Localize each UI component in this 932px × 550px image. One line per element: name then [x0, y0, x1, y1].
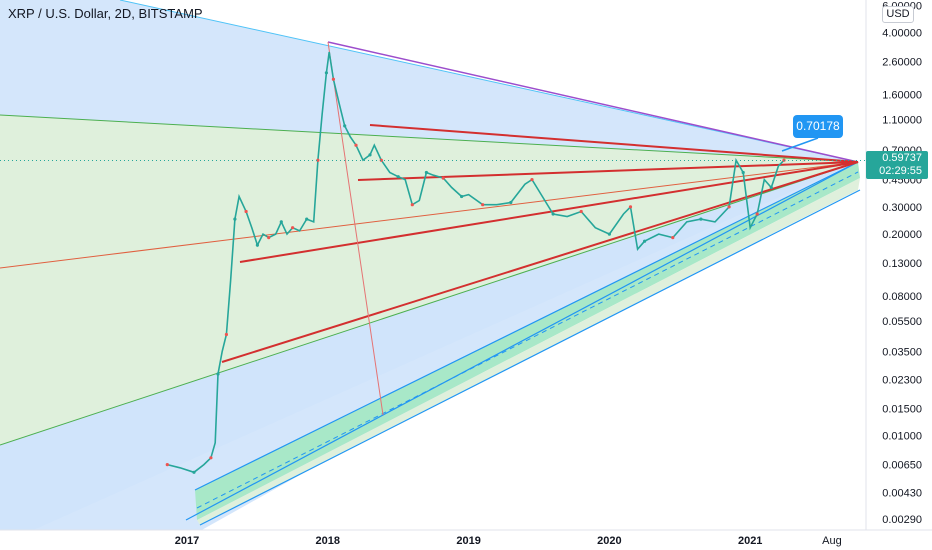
price-point	[410, 203, 414, 207]
fan-blue-lower	[0, 162, 858, 545]
price-point	[244, 209, 248, 214]
price-point	[354, 143, 358, 147]
channel-line-lower	[199, 189, 861, 526]
price-point	[509, 200, 513, 205]
y-tick-label: 0.00290	[882, 514, 922, 526]
y-tick-label: 0.30000	[882, 202, 922, 214]
price-point	[165, 463, 169, 467]
fan-edge-green-top	[0, 114, 859, 163]
top-trendline	[327, 41, 859, 163]
price-point	[741, 170, 745, 175]
x-tick-label: 2020	[597, 535, 621, 547]
last-price-value: 0.59737	[882, 152, 922, 164]
price-point	[316, 158, 320, 162]
price-point	[255, 243, 259, 247]
price-point	[368, 153, 372, 157]
y-tick-label: 0.01000	[882, 431, 922, 443]
x-tick-label: 2019	[456, 535, 480, 547]
bar-countdown: 02:29:55	[879, 165, 922, 177]
price-point	[192, 470, 196, 474]
red-trendline-4	[221, 161, 859, 363]
price-point	[579, 209, 583, 214]
price-point	[607, 232, 612, 236]
price-point	[331, 77, 335, 81]
price-point	[755, 212, 759, 216]
price-point	[481, 203, 485, 207]
price-point	[233, 217, 237, 221]
price-point	[424, 170, 428, 175]
channel-line-mid	[185, 161, 859, 521]
fan-edge-orange	[0, 161, 859, 269]
x-tick-label: Aug	[822, 535, 842, 547]
price-point	[216, 372, 220, 376]
price-point	[643, 239, 647, 243]
y-tick-label: 0.08000	[882, 291, 922, 303]
price-point	[224, 332, 228, 337]
channel-dashed-line	[196, 171, 859, 509]
y-tick-label: 0.20000	[882, 229, 922, 241]
price-point	[671, 236, 675, 240]
price-callout: 0.70178	[793, 115, 843, 138]
price-point	[441, 176, 445, 180]
fan-edge-top	[119, 0, 859, 163]
price-point	[727, 205, 731, 209]
currency-button[interactable]: USD	[882, 6, 914, 23]
price-point	[324, 71, 328, 75]
y-tick-label: 1.10000	[882, 115, 922, 127]
y-tick-label: 0.02300	[882, 375, 922, 387]
y-tick-label: 0.05500	[882, 316, 922, 328]
x-tick-label: 2018	[316, 535, 340, 547]
y-tick-label: 2.60000	[882, 57, 922, 69]
y-tick-label: 0.13000	[882, 258, 922, 270]
price-point	[699, 217, 703, 221]
x-tick-label: 2017	[175, 535, 199, 547]
mint-channel	[195, 162, 860, 520]
price-point	[460, 194, 464, 199]
y-tick-label: 4.00000	[882, 28, 922, 40]
y-tick-label: 0.00430	[882, 487, 922, 499]
price-point	[267, 236, 271, 240]
y-tick-label: 0.00650	[882, 460, 922, 472]
red-trendline-3	[239, 161, 859, 263]
price-point	[769, 185, 773, 190]
x-tick-label: 2021	[738, 535, 762, 547]
y-tick-label: 1.60000	[882, 89, 922, 101]
callout-pointer	[781, 137, 819, 152]
price-point	[628, 205, 633, 209]
y-axis-panel	[866, 0, 932, 550]
price-point	[396, 175, 400, 179]
channel-line-upper	[194, 161, 859, 491]
red-diagonal-line	[327, 41, 384, 416]
green-channel	[197, 178, 860, 525]
price-point	[530, 178, 534, 182]
price-point	[343, 124, 347, 128]
red-trendline-1	[369, 124, 859, 163]
symbol-title: XRP / U.S. Dollar, 2D, BITSTAMP	[8, 6, 203, 21]
y-tick-label: 0.01500	[882, 403, 922, 415]
price-point	[279, 220, 283, 224]
y-tick-label: 0.03500	[882, 346, 922, 358]
price-point	[291, 226, 295, 230]
x-axis-panel	[0, 530, 932, 550]
price-point	[209, 456, 213, 460]
price-point	[551, 212, 555, 216]
price-point	[305, 217, 309, 221]
last-price-tag: 0.59737 02:29:55	[866, 151, 928, 179]
fan-edge-green-bottom	[0, 161, 859, 446]
